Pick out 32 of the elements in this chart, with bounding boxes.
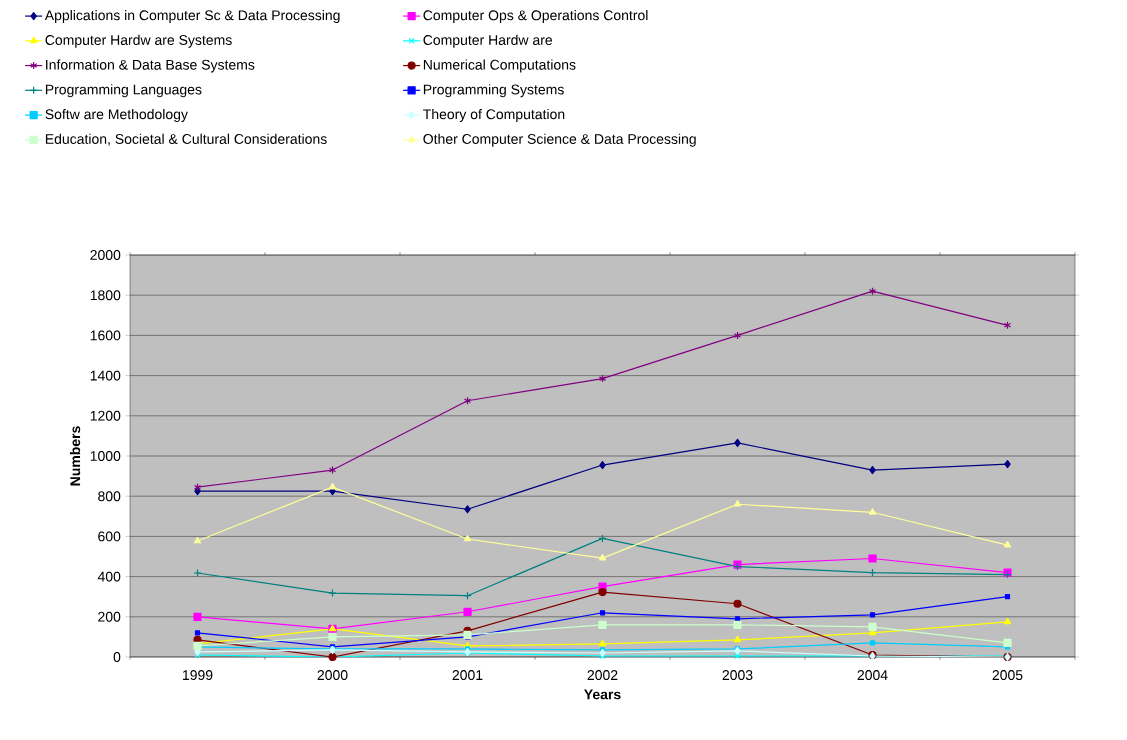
legend-label: Applications in Computer Sc & Data Processing: [44, 9, 340, 24]
legend-label: Computer Hardw are: [423, 34, 553, 48]
y-tick-label: 1600: [90, 330, 121, 341]
legend-label: Computer Hardw are Systems: [45, 34, 232, 48]
y-tick-label: 2000: [90, 250, 121, 260]
y-tick-label: 1200: [90, 410, 121, 421]
y-tick-label: 1000: [90, 451, 121, 461]
legend-label: Information & Data Base Systems: [46, 59, 255, 73]
x-tick-label: 1999: [183, 670, 213, 681]
legend-label: Theory of Computation: [423, 108, 565, 122]
x-axis-title: Years: [584, 689, 621, 700]
legend-label: Programming Languages: [45, 84, 202, 98]
legend-label: Other Computer Science & Data Processing: [423, 133, 696, 147]
legend-label: Computer Ops & Operations Control: [423, 9, 648, 24]
y-tick-label: 1800: [90, 290, 121, 301]
y-tick-label: 400: [97, 571, 121, 582]
y-tick-label: 0: [113, 652, 121, 662]
x-tick-label: 2004: [857, 670, 888, 681]
legend-label: Softw are Methodology: [45, 108, 188, 122]
x-tick-label: 2003: [722, 670, 753, 681]
y-tick-label: 600: [98, 531, 121, 542]
x-tick-label: 2001: [452, 670, 483, 681]
legend-label: Programming Systems: [423, 84, 564, 98]
x-tick-label: 2000: [317, 670, 348, 681]
x-tick-label: 2002: [587, 670, 618, 681]
y-axis-title: Numbers: [69, 426, 81, 486]
y-tick-label: 800: [98, 491, 121, 502]
x-tick-label: 2005: [992, 670, 1023, 681]
legend-label: Numerical Computations: [423, 59, 576, 73]
legend-label: Education, Societal & Cultural Considerations: [45, 133, 327, 146]
y-tick-label: 1400: [90, 370, 121, 381]
y-tick-label: 200: [98, 611, 121, 622]
